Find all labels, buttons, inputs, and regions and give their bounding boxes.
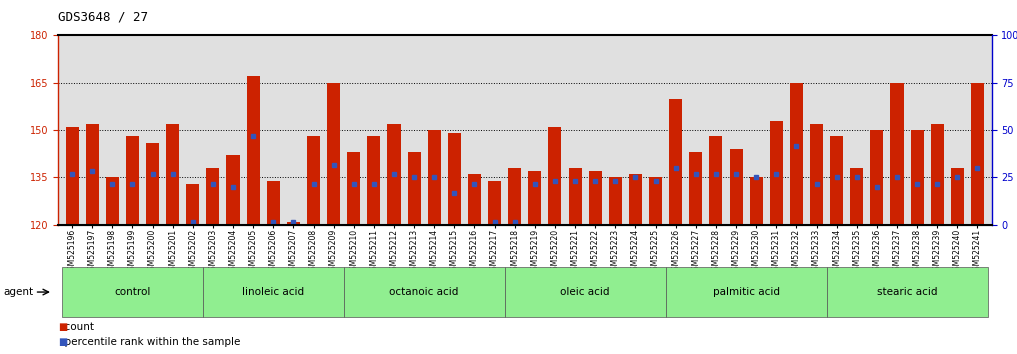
Text: GDS3648 / 27: GDS3648 / 27 — [58, 11, 147, 24]
Bar — [65, 127, 78, 225]
Bar — [106, 177, 119, 225]
Bar — [246, 76, 259, 225]
Bar — [447, 133, 461, 225]
Bar — [629, 174, 642, 225]
Bar — [287, 222, 300, 225]
Bar — [669, 98, 682, 225]
Bar — [589, 171, 602, 225]
Text: oleic acid: oleic acid — [560, 287, 610, 297]
Text: palmitic acid: palmitic acid — [713, 287, 780, 297]
Bar — [830, 136, 843, 225]
Bar — [146, 143, 159, 225]
Bar — [931, 124, 944, 225]
Bar — [227, 155, 240, 225]
Bar — [690, 152, 703, 225]
Bar — [186, 184, 199, 225]
Bar — [569, 168, 582, 225]
Bar — [387, 124, 401, 225]
Bar — [609, 177, 621, 225]
Text: stearic acid: stearic acid — [877, 287, 938, 297]
Text: percentile rank within the sample: percentile rank within the sample — [58, 337, 240, 347]
Bar — [428, 130, 440, 225]
Bar — [729, 149, 742, 225]
Bar — [367, 136, 380, 225]
Bar — [468, 174, 481, 225]
Bar — [649, 177, 662, 225]
Bar — [548, 127, 561, 225]
Bar — [770, 121, 783, 225]
Bar — [307, 136, 320, 225]
Bar — [347, 152, 360, 225]
Bar — [508, 168, 522, 225]
Bar — [166, 124, 179, 225]
Bar — [951, 168, 964, 225]
Text: control: control — [114, 287, 151, 297]
Bar — [850, 168, 863, 225]
Text: ■: ■ — [58, 337, 67, 347]
Bar — [891, 83, 903, 225]
Bar — [528, 171, 541, 225]
Bar — [750, 177, 763, 225]
Bar — [126, 136, 139, 225]
Text: agent: agent — [3, 287, 34, 297]
Text: linoleic acid: linoleic acid — [242, 287, 304, 297]
Bar — [488, 181, 501, 225]
Bar — [790, 83, 803, 225]
Bar — [408, 152, 421, 225]
Text: octanoic acid: octanoic acid — [390, 287, 459, 297]
Bar — [206, 168, 220, 225]
Text: count: count — [58, 322, 94, 332]
Bar — [810, 124, 823, 225]
Bar — [910, 130, 923, 225]
Bar — [266, 181, 280, 225]
Bar — [871, 130, 884, 225]
Bar — [710, 136, 722, 225]
Bar — [971, 83, 984, 225]
Bar — [85, 124, 99, 225]
Text: ■: ■ — [58, 322, 67, 332]
Bar — [327, 83, 340, 225]
